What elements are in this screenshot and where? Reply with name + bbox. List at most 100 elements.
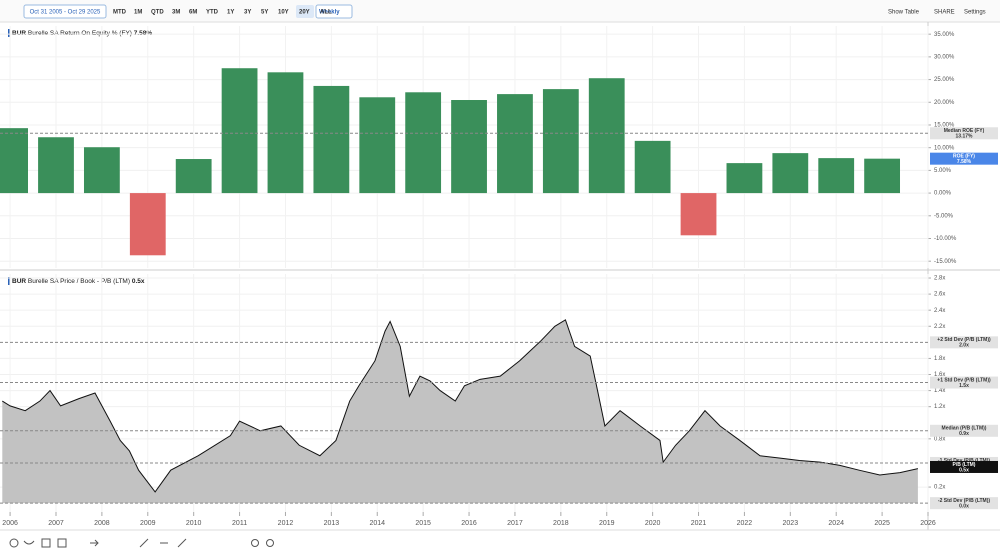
area-fill — [2, 319, 918, 504]
range-button[interactable]: 6M — [189, 10, 197, 16]
tool-icon[interactable] — [177, 538, 187, 548]
range-active — [296, 5, 314, 18]
date-range[interactable]: Oct 31 2005 - Oct 29 2025 — [30, 10, 101, 16]
tool-icon[interactable] — [90, 539, 99, 547]
range-button[interactable]: MTD — [113, 10, 127, 16]
bar — [542, 89, 579, 194]
y-tick-label: -5.00% — [934, 213, 954, 219]
x-tick-label: 2017 — [507, 520, 523, 527]
reference-value: 1.5x — [959, 383, 969, 389]
x-tick-label: 2015 — [415, 520, 431, 527]
bar — [588, 78, 625, 194]
range-button[interactable]: 1M — [134, 10, 142, 16]
reference-name: +2 Std Dev (P/B (LTM)) — [937, 337, 991, 343]
range-button[interactable]: ALL — [320, 10, 332, 16]
range-button[interactable]: 1Y — [227, 10, 234, 16]
range-button[interactable]: YTD — [206, 10, 219, 16]
bar — [83, 147, 120, 194]
header-marker — [8, 29, 10, 37]
y-tick-label: 2.4x — [934, 308, 945, 314]
range-button[interactable]: 3Y — [244, 10, 251, 16]
range-button[interactable]: 5Y — [261, 10, 268, 16]
reference-name: +1 Std Dev (P/B (LTM)) — [937, 377, 991, 383]
y-tick-label: 5.00% — [934, 168, 952, 174]
range-button[interactable]: 10Y — [278, 10, 289, 16]
reference-label-box — [930, 376, 998, 389]
x-tick-label: 2006 — [2, 520, 18, 527]
y-tick-label: 1.4x — [934, 388, 945, 394]
tool-icon[interactable] — [266, 539, 274, 547]
bar — [497, 94, 533, 194]
header-part: Return On Equity % (FY) — [60, 30, 134, 37]
reference-value: 0.0x — [959, 503, 969, 509]
toolbar-bg — [0, 0, 1000, 22]
y-tick-label: -10.00% — [934, 236, 957, 242]
x-tick-label: 2023 — [783, 520, 799, 527]
x-tick-label: 2024 — [828, 520, 844, 527]
y-tick-label: 35.00% — [934, 32, 955, 38]
bar — [0, 128, 28, 194]
share[interactable]: SHARE — [934, 10, 955, 16]
x-tick-label: 2020 — [645, 520, 661, 527]
header-part: Price / Book - P/B (LTM) — [60, 278, 132, 285]
range-button[interactable]: 3M — [172, 10, 180, 16]
y-tick-label: 1.2x — [934, 404, 945, 410]
x-tick-label: 2011 — [232, 520, 247, 527]
reference-value: 2.0x — [959, 343, 969, 349]
x-tick-label: 2018 — [553, 520, 569, 527]
settings[interactable]: Settings — [964, 10, 986, 16]
y-tick-label: 25.00% — [934, 77, 955, 83]
header-part: Burelle SA — [28, 278, 60, 285]
show-table[interactable]: Show Table — [888, 10, 920, 16]
bar — [864, 158, 901, 194]
bar — [267, 72, 304, 194]
x-tick-label: 2014 — [369, 520, 385, 527]
x-tick-label: 2012 — [278, 520, 294, 527]
y-tick-label: -15.00% — [934, 259, 957, 265]
tool-icon[interactable] — [57, 538, 67, 548]
x-tick-label: 2013 — [324, 520, 340, 527]
bar — [313, 85, 350, 194]
header-part: BUR — [12, 30, 28, 37]
drawing-tools — [9, 538, 274, 548]
tool-icon[interactable] — [41, 538, 51, 548]
reference-name: P/B (LTM) — [953, 462, 976, 468]
reference-name: -1 Std Dev (P/B (LTM)) — [938, 458, 990, 464]
tool-icon[interactable] — [139, 538, 149, 548]
y-tick-label: 1.6x — [934, 372, 945, 378]
reference-value: 13.17% — [956, 134, 974, 140]
bar — [772, 153, 809, 194]
x-tick-label: 2016 — [461, 520, 477, 527]
range-button[interactable]: 20Y — [299, 10, 310, 16]
x-tick-label: 2008 — [94, 520, 110, 527]
tool-icon[interactable] — [9, 538, 19, 548]
range-button[interactable]: QTD — [151, 10, 164, 16]
header-part: 0.5x — [132, 278, 145, 285]
panel-header: BUR Burelle SA Price / Book - P/B (LTM) … — [12, 278, 145, 285]
date-range-box[interactable] — [23, 4, 107, 19]
header-part: 7.58% — [134, 30, 153, 37]
x-tick-label: 2022 — [737, 520, 753, 527]
reference-label-box — [930, 336, 998, 349]
header-part: Burelle SA — [28, 30, 60, 37]
y-tick-label: 1.8x — [934, 356, 945, 362]
reference-value: 7.58% — [957, 159, 972, 165]
reference-label-box — [930, 460, 998, 473]
y-tick-label: 0.00% — [934, 191, 952, 197]
frequency[interactable]: Weekly — [319, 10, 340, 16]
y-tick-label: 2.2x — [934, 324, 945, 330]
y-tick-label: 10.00% — [934, 145, 955, 151]
y-tick-label: 0.8x — [934, 436, 945, 442]
tool-icon[interactable] — [251, 539, 259, 547]
reference-label-box — [930, 424, 998, 437]
x-tick-label: 2010 — [186, 520, 202, 527]
bar — [634, 140, 671, 194]
line — [2, 319, 919, 493]
reference-label-box — [930, 127, 998, 140]
frequency-box[interactable] — [315, 4, 353, 19]
tool-icon[interactable] — [23, 540, 35, 545]
reference-name: Median (P/B (LTM)) — [942, 426, 987, 432]
reference-value: 0.5x — [959, 467, 969, 473]
